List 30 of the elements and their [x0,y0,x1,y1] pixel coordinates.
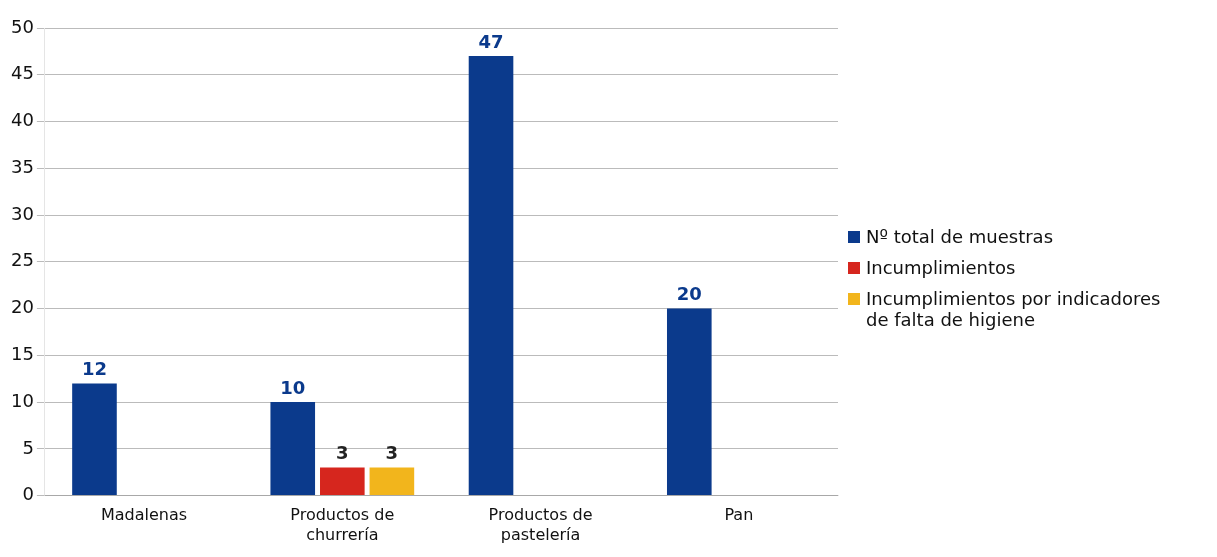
bar [666,308,712,496]
data-label: 12 [81,358,107,380]
bar [369,467,415,496]
y-tick-label: 10 [11,389,34,411]
y-tick-label: 25 [11,249,34,271]
x-tick-label: Productos de pastelería [488,505,593,544]
data-label: 3 [336,442,349,464]
data-label: 10 [280,376,306,398]
y-tick-label: 40 [11,109,34,131]
y-tick-label: 20 [11,296,34,318]
data-label: 20 [676,283,702,305]
legend-label: Incumplimientos por indicadores de falta de higiene [866,288,1162,330]
bar [468,56,514,496]
bar [72,383,117,496]
y-tick-label: 30 [11,202,34,224]
data-label: 3 [385,442,399,464]
data-label: 47 [478,30,504,52]
y-tick-label: 0 [22,483,34,505]
bar [320,467,365,496]
y-tick-label: 50 [11,15,34,37]
x-tick-label: Madalenas [100,505,188,525]
bar [270,402,316,496]
y-tick-label: 35 [11,155,34,177]
legend-label: Incumplimientos [866,257,1016,278]
x-tick-label: Pan [724,505,754,525]
legend-label: Nº total de muestras [866,226,1054,247]
y-tick-label: 45 [11,62,34,84]
x-tick-label: Productos de churrería [290,505,395,544]
y-tick-label: 15 [11,342,34,364]
y-tick-label: 5 [22,436,34,458]
